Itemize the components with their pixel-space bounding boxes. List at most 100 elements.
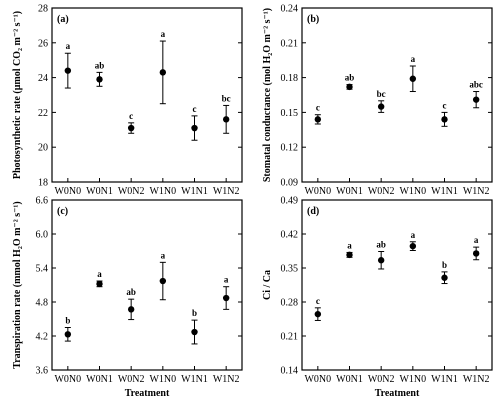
y-tick-label: 0.18	[281, 73, 299, 84]
data-point	[314, 116, 322, 123]
y-tick-label: 0.15	[281, 108, 299, 119]
significance-label: c	[316, 103, 320, 113]
significance-label: a	[224, 275, 229, 285]
data-point	[127, 306, 135, 313]
x-tick-label: W1N1	[181, 186, 208, 197]
significance-label: bc	[222, 93, 231, 103]
significance-label: a	[411, 54, 416, 64]
y-tick-label: 0.42	[281, 230, 299, 241]
data-point	[96, 280, 103, 288]
y-tick-label: 3.6	[36, 366, 49, 377]
significance-label: a	[66, 41, 71, 51]
data-point	[346, 83, 353, 91]
data-point	[377, 257, 385, 264]
x-tick-label: W0N2	[368, 186, 395, 197]
y-tick-label: 0.49	[281, 196, 299, 207]
y-axis-label: Photosynthetic rate (μmol CO₂ m⁻² s⁻¹)	[12, 11, 23, 179]
x-tick-label: W1N1	[431, 186, 458, 197]
x-tick-label: W0N1	[336, 374, 363, 385]
x-tick-label: W1N0	[399, 186, 426, 197]
significance-label: a	[97, 269, 102, 279]
significance-label: ab	[376, 239, 386, 249]
panel-label: (d)	[307, 206, 319, 217]
x-tick-label: W1N2	[213, 186, 240, 197]
y-tick-label: 26	[38, 38, 48, 49]
y-tick-label: 0.35	[281, 264, 299, 275]
data-point	[314, 310, 322, 318]
y-axis-label: Stomatal conductance (mol H₂O m⁻² s⁻¹)	[262, 8, 273, 182]
panel-label: (b)	[307, 14, 319, 25]
x-axis-label: Treatment	[125, 388, 170, 399]
x-tick-label: W0N2	[118, 186, 145, 197]
y-tick-label: 4.2	[36, 332, 49, 343]
significance-label: b	[442, 260, 447, 270]
data-point	[377, 103, 385, 110]
plot-frame	[301, 199, 493, 371]
plot-frame	[301, 7, 493, 183]
x-tick-label: W1N0	[149, 374, 176, 385]
significance-label: bc	[377, 89, 386, 99]
significance-label: c	[193, 104, 197, 114]
x-tick-label: W0N0	[304, 374, 331, 385]
significance-label: a	[474, 235, 479, 245]
y-tick-label: 0.24	[281, 4, 299, 15]
y-tick-label: 6.0	[36, 230, 49, 241]
significance-label: abc	[469, 80, 483, 90]
x-tick-label: W1N1	[431, 374, 458, 385]
y-tick-label: 6.6	[36, 196, 49, 207]
significance-label: c	[443, 100, 447, 110]
data-point	[222, 294, 230, 302]
x-tick-label: W1N0	[399, 374, 426, 385]
plot-frame	[51, 7, 243, 183]
x-tick-label: W0N0	[54, 186, 81, 197]
data-point	[64, 331, 72, 338]
significance-label: ab	[95, 60, 105, 70]
plot-frame	[51, 199, 243, 371]
data-point	[96, 76, 103, 83]
x-tick-label: W1N2	[213, 374, 240, 385]
y-tick-label: 0.28	[281, 298, 299, 309]
y-tick-label: 4.8	[36, 298, 49, 309]
data-point	[472, 96, 480, 103]
significance-label: a	[161, 29, 166, 39]
y-axis-label: Ci / Ca	[262, 270, 273, 300]
data-point	[441, 116, 448, 123]
y-tick-label: 0.09	[281, 178, 299, 189]
x-tick-label: W0N1	[86, 374, 113, 385]
data-point	[191, 124, 198, 132]
x-tick-label: W1N1	[181, 374, 208, 385]
data-point	[222, 116, 230, 123]
x-tick-label: W0N0	[304, 186, 331, 197]
data-point	[472, 250, 480, 257]
data-point	[409, 75, 417, 82]
panel-label: (a)	[57, 14, 69, 25]
y-tick-label: 22	[38, 108, 48, 119]
y-tick-label: 0.21	[281, 38, 299, 49]
significance-label: ab	[126, 287, 136, 297]
significance-label: ab	[345, 73, 355, 83]
significance-label: c	[316, 296, 320, 306]
y-tick-label: 0.14	[281, 366, 299, 377]
x-tick-label: W0N1	[86, 186, 113, 197]
data-point	[159, 69, 167, 76]
panel-4: (d) 0.14 0.21 0.28 0.35 0.42 0.49 W0N0 W0N1 W0N2 W…	[262, 196, 493, 399]
x-tick-label: W0N0	[54, 374, 81, 385]
data-point	[159, 277, 167, 285]
significance-label: b	[65, 316, 70, 326]
x-tick-label: W1N2	[463, 186, 490, 197]
data-point	[191, 328, 198, 336]
y-tick-label: 5.4	[36, 264, 49, 275]
x-tick-label: W1N2	[463, 374, 490, 385]
panel-label: (c)	[57, 206, 68, 217]
panel-2: (b) 0.09 0.12 0.15 0.18 0.21 0.24 W0N0 W0N1 W0N2 W…	[262, 4, 493, 197]
data-point	[346, 251, 353, 259]
significance-label: a	[347, 240, 352, 250]
data-point	[127, 124, 135, 132]
panel-3: (c) 3.6 4.2 4.8 5.4 6.0 6.6 W0N0 W0N1 W0N2 W1N0 W1N…	[12, 196, 243, 399]
x-axis-label: Treatment	[375, 388, 420, 399]
data-point	[441, 274, 448, 281]
x-tick-label: W0N2	[118, 374, 145, 385]
y-tick-label: 24	[38, 73, 48, 84]
x-tick-label: W0N2	[368, 374, 395, 385]
